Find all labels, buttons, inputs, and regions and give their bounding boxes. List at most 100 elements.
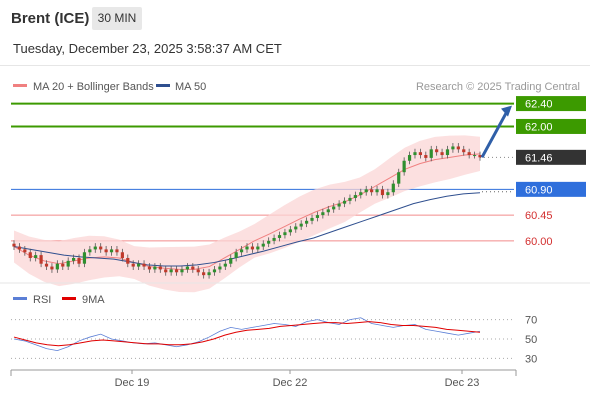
candle-body [185, 266, 189, 270]
rsi-legend-swatch [13, 297, 27, 300]
rsi-line [13, 317, 481, 352]
candle-body [256, 246, 260, 250]
candle-body [472, 155, 477, 157]
candle-body [245, 246, 249, 250]
candle-body [364, 189, 368, 193]
candle-body [288, 229, 292, 233]
candle-body [191, 266, 195, 270]
candle-body [277, 235, 282, 238]
candle-body [66, 260, 70, 267]
candle-body [386, 192, 390, 196]
candle-body [158, 266, 162, 270]
x-tick-label: Dec 22 [273, 377, 308, 389]
candle-body [147, 266, 152, 270]
rsi-tick-label: 70 [525, 315, 537, 327]
candle-body [44, 263, 49, 267]
x-tick-label: Dec 19 [115, 377, 150, 389]
candle-body [169, 269, 173, 273]
candle-body [310, 217, 314, 221]
rsi-ma-legend-label: 9MA [82, 294, 105, 306]
candle-body [207, 272, 211, 276]
ma20-legend-swatch [13, 84, 27, 87]
candle-body [174, 269, 179, 273]
candle-body [137, 263, 141, 267]
candle-body [261, 243, 265, 247]
price-tag-label: 60.45 [525, 210, 553, 222]
candle-body [23, 249, 27, 253]
price-tag-label: 61.46 [525, 152, 553, 164]
price-tag-label: 62.40 [525, 99, 553, 111]
candle-body [180, 269, 184, 273]
x-axis: Dec 19 Dec 22 Dec 23 [115, 370, 480, 389]
candle-body [72, 257, 76, 261]
candle-body [12, 243, 16, 247]
price-tag-60-90 [516, 181, 586, 197]
rsi-legend-label: RSI [33, 294, 51, 306]
price-tag-label: 60.90 [525, 184, 553, 196]
candle-body [109, 249, 114, 253]
candle-body [429, 149, 433, 158]
timeframe-button[interactable]: 30 MIN [92, 7, 142, 30]
candle-body [418, 152, 422, 156]
candle-body [223, 263, 227, 267]
candle-body [104, 249, 108, 253]
candle-body [305, 220, 309, 224]
rsi-panel: 70 50 30 [11, 315, 537, 365]
candle-body [435, 149, 439, 153]
candle-body [239, 249, 244, 253]
rsi-tick-label: 50 [525, 334, 537, 346]
x-tick-label: Dec 23 [445, 377, 480, 389]
price-tag-61-46 [516, 149, 586, 165]
candle-body [348, 197, 352, 201]
bollinger-band-area [14, 135, 480, 293]
candle-body [234, 252, 238, 258]
candle-body [28, 252, 32, 258]
candle-body [462, 149, 466, 153]
candle-body [402, 160, 406, 173]
candle-body [250, 246, 255, 250]
candle-body [55, 263, 59, 270]
candle-body [407, 155, 412, 161]
candle-body [153, 266, 157, 270]
candle-body [397, 172, 401, 184]
ma50-line [13, 192, 481, 267]
candle-body [321, 212, 325, 216]
candle-body [93, 246, 97, 250]
candle-body [50, 266, 54, 270]
candle-body [445, 149, 450, 156]
rsi-tick-label: 30 [525, 353, 537, 365]
candle-body [77, 257, 81, 264]
candle-body [375, 189, 379, 193]
price-tag-label: 62.00 [525, 121, 553, 133]
candle-body [82, 252, 87, 264]
price-tag-62-40 [516, 96, 586, 112]
candle-body [451, 146, 455, 150]
candle-body [440, 152, 444, 156]
candle-body [218, 266, 222, 270]
candle-body [424, 155, 428, 158]
candle-body [88, 249, 92, 253]
projection-arrow-shaft [480, 108, 510, 159]
candle-body [126, 257, 130, 264]
candle-body [413, 152, 417, 156]
candle-body [34, 255, 38, 258]
rsi-ma-line [13, 321, 481, 347]
candle-body [164, 269, 168, 273]
price-panel: 62.40 62.00 61.46 60.90 60.45 60.00 [11, 96, 586, 293]
candle-body [456, 146, 460, 150]
candle-body [332, 206, 336, 210]
candle-body [353, 195, 357, 198]
ma50-legend-label: MA 50 [175, 81, 206, 93]
chart-header: Brent (ICE) 30 MIN [0, 0, 590, 37]
price-tag-62-00 [516, 118, 586, 134]
candle-body [272, 237, 276, 241]
candle-body [359, 192, 363, 196]
candle-body [61, 263, 65, 267]
candle-body [380, 189, 385, 196]
candle-body [196, 269, 200, 273]
candle-body [342, 200, 347, 204]
candle-body [142, 263, 146, 267]
candle-body [267, 240, 271, 244]
candle-body [315, 215, 320, 218]
